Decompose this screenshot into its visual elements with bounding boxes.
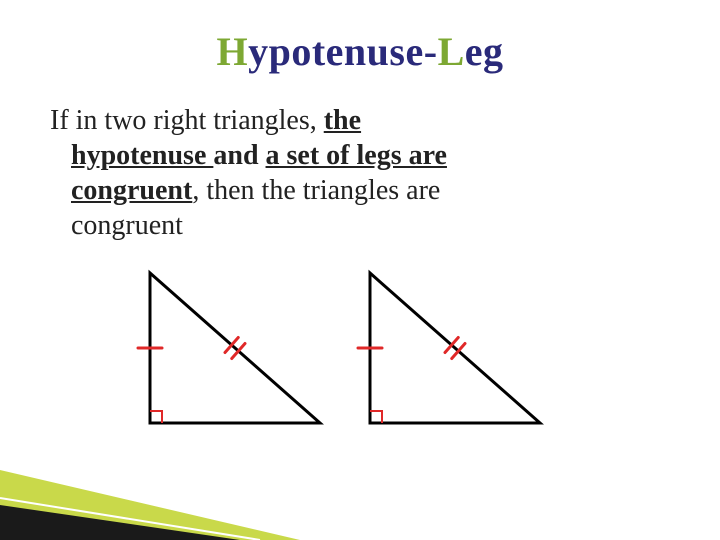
body-paragraph: If in two right triangles, the hypotenus… (0, 75, 720, 243)
slide-title: Hypotenuse-Leg (0, 0, 720, 75)
body-prefix: If in two right triangles, (50, 105, 324, 136)
title-accent-l: L (438, 29, 465, 74)
title-part2: eg (465, 29, 504, 74)
title-accent-h: H (216, 29, 248, 74)
body-underline-1: the (324, 105, 361, 136)
body-line3-rest: , then the triangles are (192, 175, 440, 206)
body-underline-2: hypotenuse (71, 140, 213, 171)
body-line4: congruent (71, 210, 183, 241)
triangle-diagrams (0, 253, 720, 453)
body-underline-3: a set of legs are (266, 140, 447, 171)
title-part1: ypotenuse- (248, 29, 437, 74)
body-bold-and: and (213, 140, 265, 171)
triangles-svg (90, 253, 560, 443)
body-underline-4: congruent (71, 175, 192, 206)
swoosh-decoration (0, 450, 320, 540)
